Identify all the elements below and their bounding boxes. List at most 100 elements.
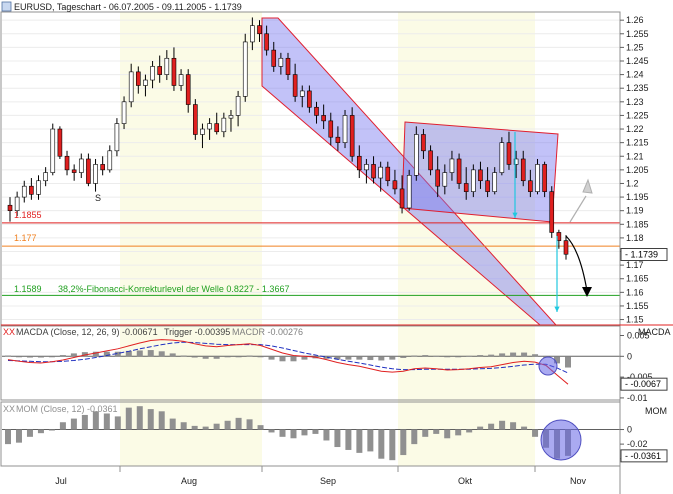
mom-bar xyxy=(202,426,209,430)
mom-bar xyxy=(158,411,165,430)
candle-body xyxy=(242,41,248,97)
candle-body xyxy=(406,175,412,209)
candle-body xyxy=(463,183,469,192)
mom-bar xyxy=(180,422,187,430)
macd-legend-icon: XX xyxy=(3,327,15,337)
trigger-line xyxy=(7,341,569,374)
candle-body xyxy=(513,158,519,165)
macd-panel-title: MACDA xyxy=(638,327,671,337)
mom-bar xyxy=(510,422,517,430)
mom-legend: MOM (Close, 12) -0.0361 xyxy=(16,404,118,414)
x-tick-label: Sep xyxy=(320,476,336,486)
candle-body xyxy=(207,123,212,130)
candle-body xyxy=(292,74,298,97)
macd-hist-bar xyxy=(235,356,242,358)
mom-bar xyxy=(334,429,341,448)
candle-body xyxy=(342,115,348,143)
candle-body xyxy=(136,71,141,86)
candle-body xyxy=(456,158,462,184)
macd-hist-bar xyxy=(444,356,451,358)
candle-body xyxy=(21,185,27,198)
macd-hist-bar xyxy=(279,356,286,362)
macd-hist-bar xyxy=(169,353,176,357)
macd-hist-bar xyxy=(59,355,66,357)
candle-body xyxy=(328,120,334,138)
macd-hist-bar xyxy=(466,355,473,357)
macd-hist-bar xyxy=(554,356,561,364)
candle-body xyxy=(264,33,269,51)
gray-arrow xyxy=(569,195,587,223)
candle-body xyxy=(535,164,540,192)
candle-body xyxy=(299,90,305,97)
y-tick-label: 1.26 xyxy=(626,15,644,25)
month-band xyxy=(2,12,120,466)
candle-body xyxy=(221,117,227,133)
y-tick-label: 1.22 xyxy=(626,124,644,134)
y-tick-label: 1.245 xyxy=(626,56,649,66)
mom-bar xyxy=(466,429,473,433)
macd-hist-bar xyxy=(81,352,88,357)
macd-last-box xyxy=(620,377,668,391)
month-band xyxy=(535,12,620,466)
macd-hist-bar xyxy=(323,356,330,359)
mom-bar xyxy=(389,429,396,461)
macd-legend-main: MACDA (Close, 12, 26, 9) -0.00671 xyxy=(16,327,158,337)
candle-body xyxy=(314,106,319,116)
macd-legend-macdr: MACDR -0.00276 xyxy=(232,327,303,337)
candle-body xyxy=(471,169,476,192)
mom-bar xyxy=(103,413,110,430)
candle-body xyxy=(36,180,41,195)
mom-bar xyxy=(59,422,66,430)
mom-bar xyxy=(312,429,319,434)
mom-bar xyxy=(532,429,539,437)
macd-hist-bar xyxy=(268,356,275,360)
macd-hist-bar xyxy=(191,356,198,358)
macd-hist-bar xyxy=(37,356,44,358)
candle-body xyxy=(7,204,13,211)
macd-hist-bar xyxy=(224,356,231,358)
macd-hist-bar xyxy=(334,356,341,360)
last-price-label: - 1.1739 xyxy=(625,250,658,260)
candle-body xyxy=(285,57,291,75)
candles xyxy=(7,17,569,260)
black-arrow-head xyxy=(582,287,592,297)
mom-bar xyxy=(499,420,506,430)
mom-bar xyxy=(48,429,55,431)
macd-y-tick-label: -0.01 xyxy=(627,393,648,403)
candle-body xyxy=(506,142,512,165)
candle-body xyxy=(399,188,405,209)
month-band xyxy=(398,12,535,466)
macd-y-tick-label: 0 xyxy=(627,351,632,361)
y-tick-label: 1.2 xyxy=(626,178,639,188)
candle-body xyxy=(193,104,198,135)
candle-body xyxy=(520,158,526,182)
macd-hist-bar xyxy=(5,355,11,357)
candle-body xyxy=(442,172,448,187)
mom-bar xyxy=(235,417,242,430)
static-text: EURUSD, Tageschart - 06.07.2005 - 09.11.… xyxy=(1,1,671,416)
mom-last-box xyxy=(620,449,668,463)
candle-body xyxy=(43,172,48,182)
candle-body xyxy=(528,180,533,192)
month-bands xyxy=(2,12,620,466)
candle-body xyxy=(200,128,205,135)
macd-hist-bar xyxy=(488,354,495,357)
candle-body xyxy=(421,134,426,152)
macd-hist-bar xyxy=(136,350,143,357)
y-tick-label: 1.185 xyxy=(626,219,649,229)
cyan-arrow-1-head xyxy=(512,212,518,218)
candle-body xyxy=(542,164,547,192)
macd-hist-bar xyxy=(103,351,110,357)
candle-body xyxy=(64,155,70,171)
macd-hist-bar xyxy=(70,353,77,357)
candle-body xyxy=(307,90,312,108)
macd-hist-bar xyxy=(422,355,429,357)
y-tick-label: 1.205 xyxy=(626,165,649,175)
candle-body xyxy=(114,123,120,152)
y-tick-label: 1.16 xyxy=(626,287,644,297)
macd-hist-bar xyxy=(521,352,528,357)
macd-hist-bar xyxy=(356,356,363,360)
macd-hist-bar xyxy=(15,356,22,358)
mom-bar xyxy=(521,426,528,430)
y-tick-label: 1.15 xyxy=(626,315,644,325)
